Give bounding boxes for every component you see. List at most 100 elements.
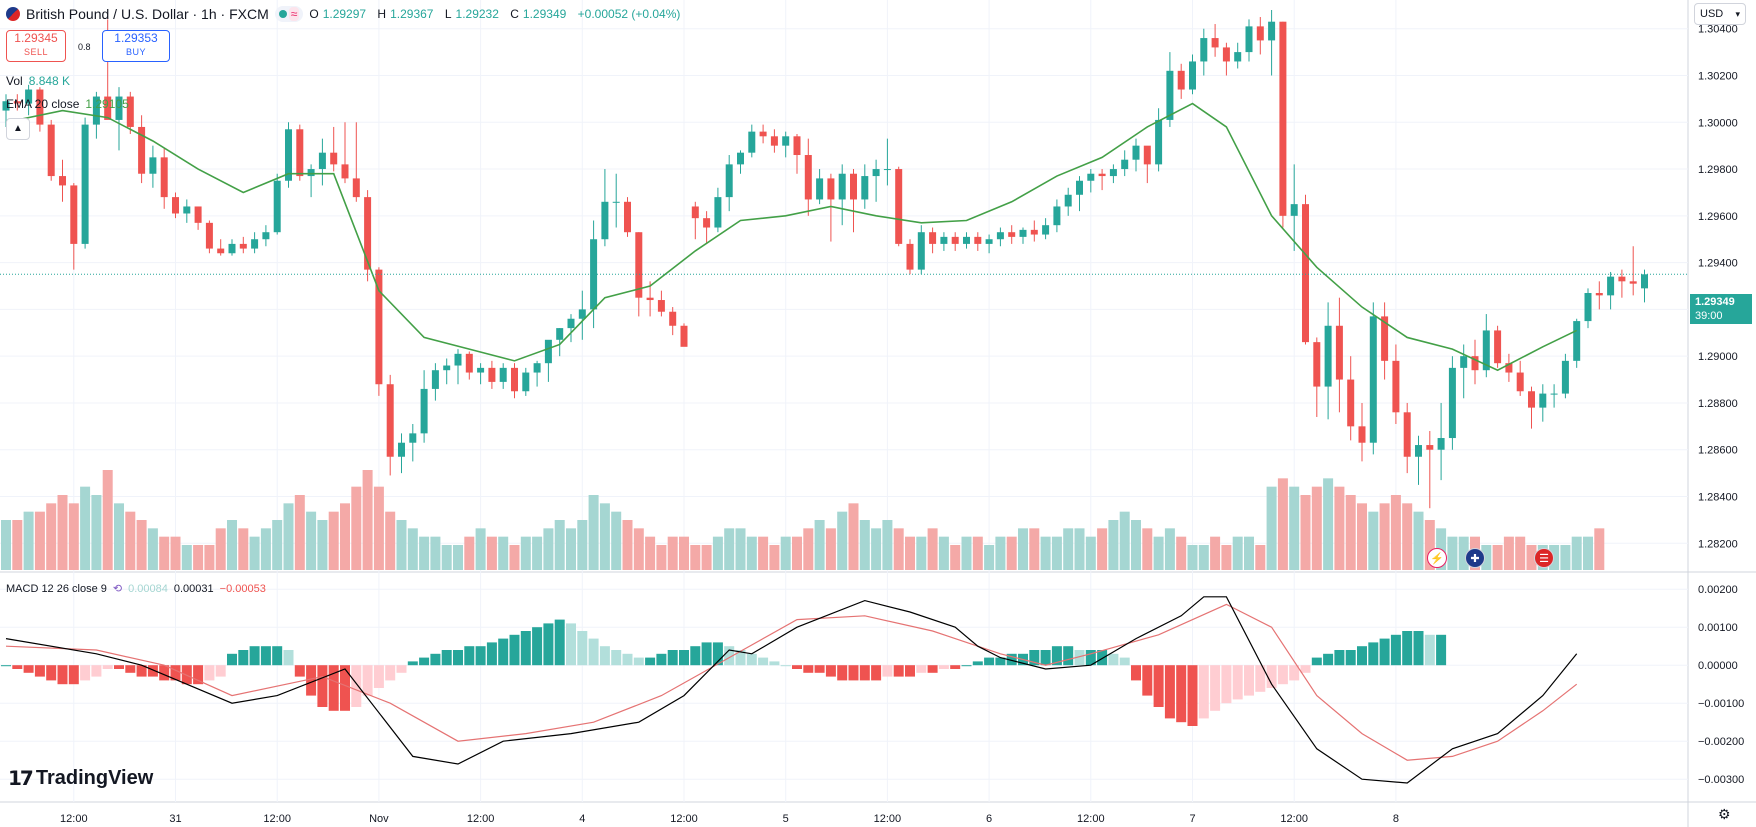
candle-body[interactable] — [601, 201, 609, 240]
candle-body[interactable] — [1268, 21, 1276, 41]
candle-body[interactable] — [172, 197, 179, 214]
candle-body[interactable] — [13, 101, 21, 104]
candle-body[interactable] — [273, 180, 281, 233]
candle-body[interactable] — [872, 169, 880, 177]
buy-button[interactable]: 1.29353 BUY — [102, 30, 170, 62]
candle-body[interactable] — [1426, 445, 1434, 450]
candle-body[interactable] — [1234, 52, 1242, 62]
candle-body[interactable] — [1381, 316, 1389, 361]
candle-body[interactable] — [691, 206, 699, 219]
candle-body[interactable] — [228, 243, 236, 254]
candle-body[interactable] — [1494, 330, 1502, 364]
candle-body[interactable] — [1109, 169, 1117, 177]
candle-body[interactable] — [963, 236, 970, 244]
candle-body[interactable] — [737, 152, 744, 165]
symbol-title[interactable]: British Pound / U.S. Dollar · 1h · FXCM — [26, 6, 269, 22]
candle-body[interactable] — [974, 236, 982, 244]
candle-body[interactable] — [1200, 38, 1208, 62]
candle-body[interactable] — [160, 157, 168, 198]
candle-body[interactable] — [1256, 26, 1264, 41]
candle-body[interactable] — [409, 433, 417, 443]
candle-body[interactable] — [1313, 342, 1321, 387]
candle-body[interactable] — [194, 206, 202, 223]
tradingview-logo[interactable]: 𝟭𝟳 TradingView — [8, 767, 154, 790]
candle-body[interactable] — [533, 363, 541, 373]
candle-body[interactable] — [296, 129, 304, 177]
candle-body[interactable] — [36, 89, 44, 125]
candle-body[interactable] — [25, 89, 33, 104]
candle-body[interactable] — [1629, 281, 1637, 284]
candle-body[interactable] — [1460, 356, 1468, 368]
candle-body[interactable] — [669, 311, 677, 326]
candle-body[interactable] — [138, 126, 146, 174]
ema-legend[interactable]: EMA 20 close 1.29105 — [6, 97, 129, 111]
candle-body[interactable] — [1211, 38, 1219, 48]
candle-body[interactable] — [1189, 61, 1196, 90]
candle-body[interactable] — [205, 222, 213, 249]
candle-body[interactable] — [714, 197, 722, 228]
candle-body[interactable] — [1177, 70, 1185, 90]
candle-body[interactable] — [330, 152, 338, 165]
candle-body[interactable] — [1098, 173, 1106, 177]
candle-body[interactable] — [804, 155, 812, 200]
candle-body[interactable] — [1064, 194, 1072, 207]
candle-body[interactable] — [1392, 360, 1400, 413]
candle-body[interactable] — [1471, 356, 1479, 371]
candle-body[interactable] — [59, 176, 66, 186]
candle-body[interactable] — [940, 236, 948, 244]
candle-body[interactable] — [770, 136, 778, 146]
candle-body[interactable] — [996, 232, 1004, 240]
candle-body[interactable] — [1166, 70, 1174, 120]
candle-body[interactable] — [285, 129, 292, 181]
candle-body[interactable] — [1573, 321, 1581, 361]
candle-body[interactable] — [646, 297, 654, 301]
volume-legend[interactable]: Vol 8.848 K — [6, 74, 71, 88]
candle-body[interactable] — [183, 206, 191, 214]
candle-body[interactable] — [1030, 229, 1038, 235]
candle-body[interactable] — [307, 169, 315, 177]
candle-body[interactable] — [47, 124, 55, 177]
candle-body[interactable] — [522, 372, 530, 392]
macd-legend[interactable]: MACD 12 26 close 9 ⟲ 0.00084 0.00031 −0.… — [6, 582, 266, 596]
currency-select[interactable]: USD ▾ — [1694, 3, 1746, 25]
candle-body[interactable] — [420, 388, 428, 434]
candle-body[interactable] — [1132, 145, 1140, 160]
candle-body[interactable] — [703, 218, 711, 228]
candle-body[interactable] — [341, 164, 349, 179]
candle-body[interactable] — [1641, 274, 1648, 289]
candle-body[interactable] — [1448, 367, 1456, 439]
candle-body[interactable] — [929, 232, 937, 244]
candle-body[interactable] — [92, 96, 100, 125]
candle-body[interactable] — [217, 248, 225, 254]
candle-body[interactable] — [1155, 119, 1163, 165]
us-flag-event-icon[interactable]: ☰ — [1534, 548, 1554, 568]
candle-body[interactable] — [1335, 325, 1343, 380]
candle-body[interactable] — [104, 96, 112, 120]
gear-icon[interactable]: ⚙ — [1718, 806, 1731, 822]
sell-button[interactable]: 1.29345 SELL — [6, 30, 66, 62]
candle-body[interactable] — [81, 124, 89, 244]
candle-body[interactable] — [386, 384, 394, 457]
candle-body[interactable] — [883, 169, 891, 171]
candle-body[interactable] — [1302, 204, 1309, 343]
candle-body[interactable] — [567, 318, 575, 329]
candle-body[interactable] — [850, 173, 857, 200]
candle-body[interactable] — [1618, 276, 1626, 282]
candle-body[interactable] — [782, 136, 790, 146]
candle-body[interactable] — [352, 178, 360, 198]
candle-body[interactable] — [895, 169, 903, 244]
candle-body[interactable] — [590, 239, 598, 310]
candle-body[interactable] — [318, 152, 326, 170]
macd-line[interactable] — [5, 596, 1578, 784]
candle-body[interactable] — [1358, 426, 1366, 443]
candle-body[interactable] — [1053, 206, 1061, 226]
candle-body[interactable] — [488, 367, 496, 382]
candle-body[interactable] — [748, 131, 756, 153]
candle-body[interactable] — [1550, 393, 1558, 395]
candle-body[interactable] — [465, 353, 473, 373]
candle-body[interactable] — [827, 178, 835, 200]
candle-body[interactable] — [454, 353, 462, 366]
candle-body[interactable] — [1042, 225, 1050, 235]
candle-body[interactable] — [861, 176, 869, 200]
